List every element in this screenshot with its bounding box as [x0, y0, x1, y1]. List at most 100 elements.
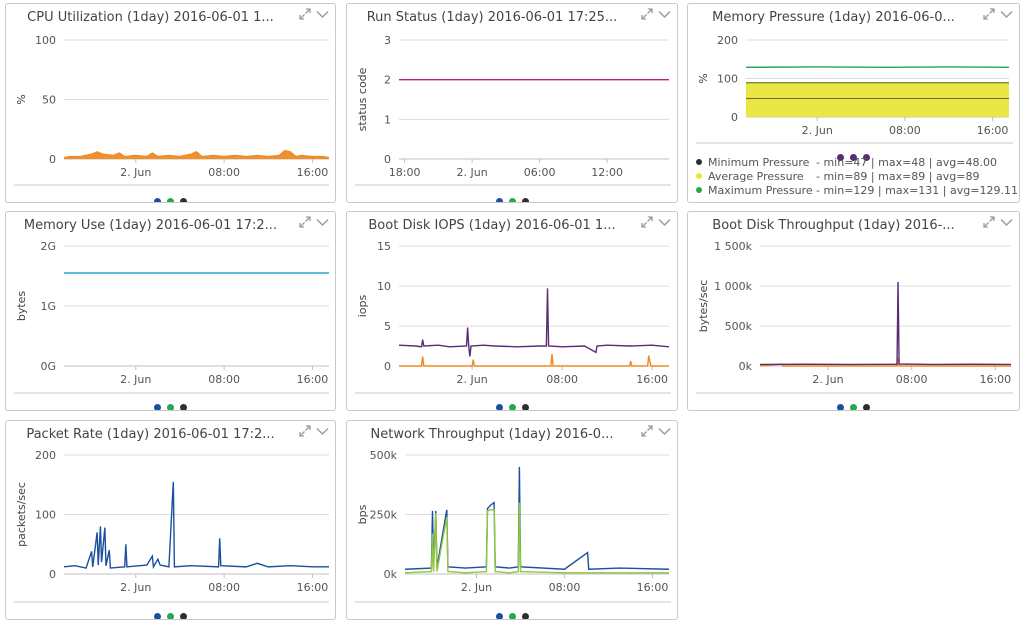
y-axis-label: bytes: [15, 291, 28, 322]
y-tick-label: 250k: [370, 509, 398, 522]
legend-dot[interactable]: [180, 198, 187, 202]
x-tick-label: 08:00: [208, 373, 240, 386]
x-tick-label: 2. Jun: [461, 581, 492, 594]
legend-dot[interactable]: [863, 154, 870, 161]
legend-dot[interactable]: [850, 404, 857, 410]
legend-dot[interactable]: [508, 404, 516, 410]
y-axis-label: bps: [356, 504, 369, 524]
y-tick-label: 500k: [370, 449, 398, 462]
y-tick-label: 0: [49, 568, 56, 581]
legend-dot[interactable]: [863, 404, 870, 410]
legend-dot[interactable]: [154, 198, 161, 202]
expand-icon[interactable]: [641, 216, 653, 228]
x-tick-label: 06:00: [524, 166, 556, 179]
legend-series-stats: - min=89 | max=89 | avg=89: [816, 170, 980, 183]
y-axis-label: %: [15, 94, 28, 104]
y-axis-label: packets/sec: [15, 482, 28, 547]
expand-icon[interactable]: [299, 425, 311, 437]
legend-series-name: Average Pressure: [708, 170, 804, 183]
panel-bootiops: Boot Disk IOPS (1day) 2016-06-01 1... 0 5 1…: [346, 211, 678, 411]
legend-row[interactable]: Average Pressure - min=89 | max=89 | avg=…: [696, 170, 1013, 184]
chevron-down-icon[interactable]: [658, 8, 671, 20]
x-tick-label: 08:00: [549, 581, 581, 594]
legend-dot[interactable]: [180, 404, 187, 410]
legend-dot[interactable]: [167, 198, 174, 202]
legend-series-name: Maximum Pressure: [708, 184, 813, 197]
legend-dot[interactable]: [167, 613, 174, 619]
legend-dot[interactable]: [495, 198, 503, 202]
legend-dot[interactable]: [521, 198, 529, 202]
legend-dot[interactable]: [521, 613, 529, 619]
chart-bootthroughput: 0k 500k 1 000k 1 500k 2. Jun 08:00 16:00 bytes/…: [696, 240, 1013, 394]
x-tick-label: 2. Jun: [120, 166, 151, 179]
chevron-down-icon[interactable]: [316, 216, 329, 228]
legend-dot[interactable]: [521, 404, 529, 410]
chart-runstatus: 0 1 2 3 18:00 2. Jun 06:00 12:00 status code: [355, 34, 671, 186]
legend-dot[interactable]: [154, 404, 161, 410]
x-tick-label: 16:00: [979, 373, 1011, 386]
legend-dots: [6, 396, 335, 410]
expand-icon[interactable]: [983, 8, 995, 20]
series-area-0: [64, 150, 329, 159]
legend-series-stats: - min=47 | max=48 | avg=48.00: [816, 156, 997, 169]
x-tick-label: 16:00: [297, 581, 329, 594]
expand-icon[interactable]: [641, 8, 653, 20]
chart-bootiops: 0 5 10 15 2. Jun 08:00 16:00 iops: [355, 240, 671, 394]
series-line-1: [404, 502, 669, 574]
y-axis-label: iops: [356, 294, 369, 317]
legend-row[interactable]: Minimum Pressure - min=47 | max=48 | avg=…: [696, 156, 1013, 170]
legend-dot[interactable]: [837, 404, 844, 410]
y-tick-label: 3: [384, 34, 391, 47]
expand-icon[interactable]: [299, 216, 311, 228]
x-tick-label: 16:00: [297, 166, 329, 179]
legend-dot[interactable]: [180, 613, 187, 619]
y-tick-label: 0: [731, 111, 738, 124]
expand-icon[interactable]: [983, 216, 995, 228]
legend-dot[interactable]: [508, 198, 516, 202]
y-tick-label: 0k: [739, 360, 753, 373]
x-tick-label: 08:00: [889, 124, 921, 137]
x-tick-label: 08:00: [546, 373, 578, 386]
legend-dots: [688, 146, 1019, 161]
y-tick-label: 100: [717, 73, 738, 86]
panel-packetrate: Packet Rate (1day) 2016-06-01 17:2... 0 10…: [5, 420, 336, 620]
legend-dot[interactable]: [508, 613, 516, 619]
legend-dots: [347, 605, 677, 619]
chevron-down-icon[interactable]: [658, 425, 671, 437]
legend-dots: [6, 605, 335, 619]
y-tick-label: 0: [49, 153, 56, 166]
y-tick-label: 0k: [384, 568, 398, 581]
series-line-1: [759, 281, 1012, 366]
chevron-down-icon[interactable]: [316, 425, 329, 437]
legend-series-name: Minimum Pressure: [708, 156, 810, 169]
chevron-down-icon[interactable]: [658, 216, 671, 228]
panel-mempressure: Memory Pressure (1day) 2016-06-0... 0 100 2…: [687, 3, 1020, 203]
chart-memuse: 0G 1G 2G 2. Jun 08:00 16:00 bytes: [14, 240, 329, 394]
y-tick-label: 1: [384, 113, 391, 126]
legend-series-stats: - min=129 | max=131 | avg=129.11: [816, 184, 1018, 197]
legend-dot[interactable]: [837, 154, 844, 161]
x-tick-label: 2. Jun: [120, 581, 151, 594]
legend-dot[interactable]: [495, 613, 503, 619]
expand-icon[interactable]: [299, 8, 311, 20]
legend-dot[interactable]: [167, 404, 174, 410]
expand-icon[interactable]: [641, 425, 653, 437]
y-tick-label: 2: [384, 74, 391, 87]
y-tick-label: 0: [384, 360, 391, 373]
legend-dot[interactable]: [154, 613, 161, 619]
chevron-down-icon[interactable]: [1000, 8, 1013, 20]
x-tick-label: 16:00: [637, 581, 669, 594]
legend-swatch: [696, 159, 702, 165]
x-tick-label: 2. Jun: [802, 124, 833, 137]
x-tick-label: 2. Jun: [457, 166, 488, 179]
chevron-down-icon[interactable]: [1000, 216, 1013, 228]
legend-dot[interactable]: [850, 154, 857, 161]
x-tick-label: 08:00: [208, 581, 240, 594]
legend-dot[interactable]: [495, 404, 503, 410]
series-line-0: [404, 466, 670, 570]
legend-swatch: [696, 187, 702, 193]
y-tick-label: 0G: [40, 360, 56, 373]
series-area-1: [746, 82, 1009, 117]
chevron-down-icon[interactable]: [316, 8, 329, 20]
legend-row[interactable]: Maximum Pressure - min=129 | max=131 | av…: [696, 184, 1018, 198]
